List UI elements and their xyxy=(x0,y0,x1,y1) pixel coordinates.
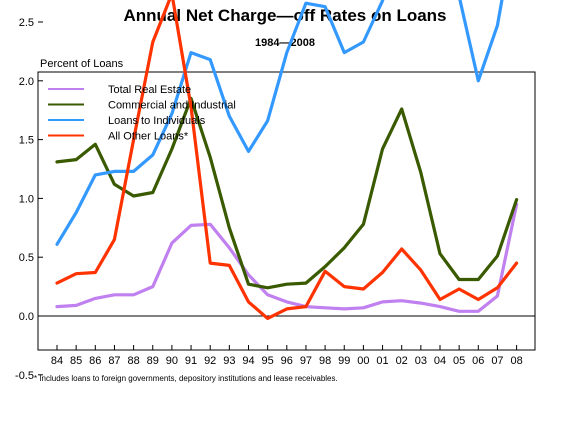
y-axis-label: Percent of Loans xyxy=(40,58,124,70)
x-tick-label: 85 xyxy=(70,355,82,367)
x-tick-label: 94 xyxy=(242,355,254,367)
chart-subtitle: 1984—2008 xyxy=(255,37,315,49)
legend: Total Real Estate Commercial and Industri… xyxy=(48,84,236,143)
x-tick-label: 05 xyxy=(453,355,465,367)
y-tick-label: 2.0 xyxy=(19,76,34,88)
legend-label: All Other Loans* xyxy=(108,131,189,143)
series-lines xyxy=(55,0,519,320)
y-tick-label: -0.5 xyxy=(15,370,34,382)
series-line-3 xyxy=(55,0,504,246)
series-line-1 xyxy=(55,202,519,313)
x-tick-label: 88 xyxy=(127,355,139,367)
x-tick-label: 00 xyxy=(357,355,369,367)
x-tick-label: 92 xyxy=(204,355,216,367)
footnote: * Includes loans to foreign governments,… xyxy=(34,374,338,383)
y-tick-label: 0.5 xyxy=(19,252,34,264)
x-tick-label: 96 xyxy=(281,355,293,367)
x-tick-label: 01 xyxy=(376,355,388,367)
y-tick-label: 1.5 xyxy=(19,135,34,147)
series-line-4 xyxy=(55,0,519,320)
x-tick-label: 86 xyxy=(89,355,101,367)
x-tick-label: 98 xyxy=(319,355,331,367)
series-line-2 xyxy=(55,96,519,290)
x-tick-label: 90 xyxy=(166,355,178,367)
x-tick-label: 93 xyxy=(223,355,235,367)
chart-title: Annual Net Charge—off Rates on Loans xyxy=(123,6,447,25)
x-tick-label: 89 xyxy=(147,355,159,367)
x-tick-label: 03 xyxy=(415,355,427,367)
x-tick-label: 99 xyxy=(338,355,350,367)
y-tick-label: 2.5 xyxy=(19,17,34,29)
legend-label: Total Real Estate xyxy=(108,84,191,96)
y-tick-label: 0.0 xyxy=(19,311,34,323)
x-tick-label: 02 xyxy=(396,355,408,367)
y-axis: 4.03.53.02.52.01.51.00.50.0-0.5 xyxy=(15,17,43,382)
x-tick-label: 87 xyxy=(108,355,120,367)
x-tick-label: 04 xyxy=(434,355,446,367)
legend-label: Commercial and Industrial xyxy=(108,100,236,112)
x-axis: 84 85 86 87 88 89 90 91 92 93 94 95 96 97 98 99 00 01 02 03… xyxy=(51,345,523,367)
legend-label: Loans to Individuals xyxy=(108,115,206,127)
x-tick-label: 06 xyxy=(472,355,484,367)
y-tick-label: 1.0 xyxy=(19,193,34,205)
x-tick-label: 84 xyxy=(51,355,63,367)
x-tick-label: 07 xyxy=(491,355,503,367)
x-tick-label: 97 xyxy=(300,355,312,367)
x-tick-label: 91 xyxy=(185,355,197,367)
x-tick-label: 95 xyxy=(262,355,274,367)
x-tick-label: 08 xyxy=(510,355,522,367)
